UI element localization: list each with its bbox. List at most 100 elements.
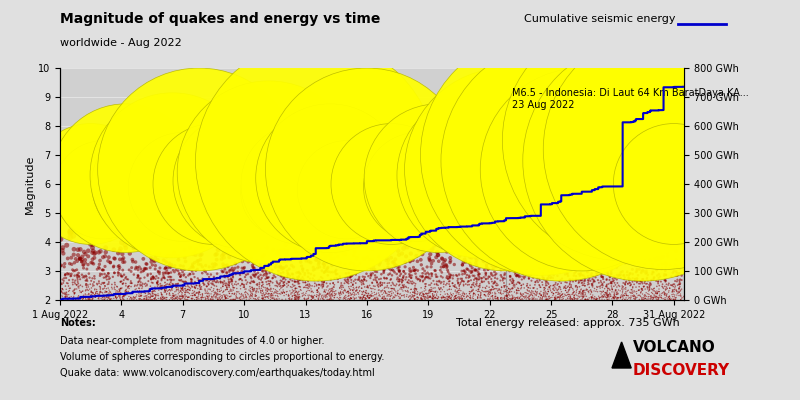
Point [554,217,567,223]
Point [198,281,211,288]
Point [544,234,557,240]
Point [245,292,258,299]
Point [69,290,82,296]
Point [649,226,662,232]
Point [262,294,274,300]
Point [574,233,587,239]
Point [315,278,328,284]
Point [534,259,546,265]
Point [313,290,326,296]
Point [86,292,99,298]
Point [82,294,95,301]
Point [513,272,526,279]
Point [250,194,262,200]
Point [178,271,190,278]
Point [451,280,464,286]
Point [495,274,508,280]
Point [231,264,244,270]
Point [491,282,504,288]
Point [444,255,457,261]
Point [218,293,231,300]
Point [138,265,151,272]
Point [230,278,242,285]
Point [658,291,671,298]
Point [139,290,152,297]
Point [639,292,652,299]
Point [164,279,177,286]
Point [151,278,164,284]
Point [109,256,122,262]
Point [339,288,352,294]
Point [653,271,666,278]
Point [443,293,456,299]
Point [586,252,598,258]
Point [385,276,398,282]
Point [310,158,322,164]
Point [660,292,673,299]
Point [355,285,368,292]
Point [235,281,248,288]
Point [538,293,550,299]
Point [68,286,81,293]
Point [666,282,678,288]
Point [570,276,583,283]
Point [286,287,298,293]
Point [365,288,378,295]
Point [58,272,71,278]
Point [398,264,411,270]
Point [143,290,156,297]
Point [470,235,483,241]
Point [650,278,662,284]
Point [505,266,518,273]
Point [622,277,635,284]
Point [158,287,171,294]
Point [598,266,610,272]
Point [365,266,378,272]
Point [638,278,651,285]
Point [645,295,658,302]
Point [427,288,440,295]
Point [205,280,218,286]
Point [387,290,400,296]
Point [315,281,328,288]
Point [93,294,106,300]
Point [101,296,114,303]
Point [670,294,682,301]
Point [586,281,598,288]
Point [356,238,369,244]
Point [337,289,350,296]
Point [478,291,491,298]
Point [302,292,314,298]
Point [290,295,302,302]
Point [398,294,411,300]
Point [396,277,409,283]
Point [223,294,236,300]
Point [248,268,261,275]
Point [341,296,354,302]
Point [468,267,481,274]
Point [226,277,238,283]
Point [580,293,593,300]
Point [174,273,187,280]
Point [222,264,234,270]
Point [174,296,186,302]
Point [337,290,350,297]
Point [414,285,427,291]
Point [576,272,589,278]
Point [408,292,421,298]
Point [601,270,614,276]
Point [207,198,220,204]
Point [98,285,111,291]
Point [414,289,427,296]
Point [533,265,546,271]
Point [462,282,474,288]
Point [78,292,90,298]
Point [358,255,370,262]
Point [470,237,483,243]
Point [140,296,153,302]
Point [671,272,684,278]
Point [79,281,92,287]
Point [269,286,282,293]
Point [324,286,337,292]
Point [174,272,187,278]
